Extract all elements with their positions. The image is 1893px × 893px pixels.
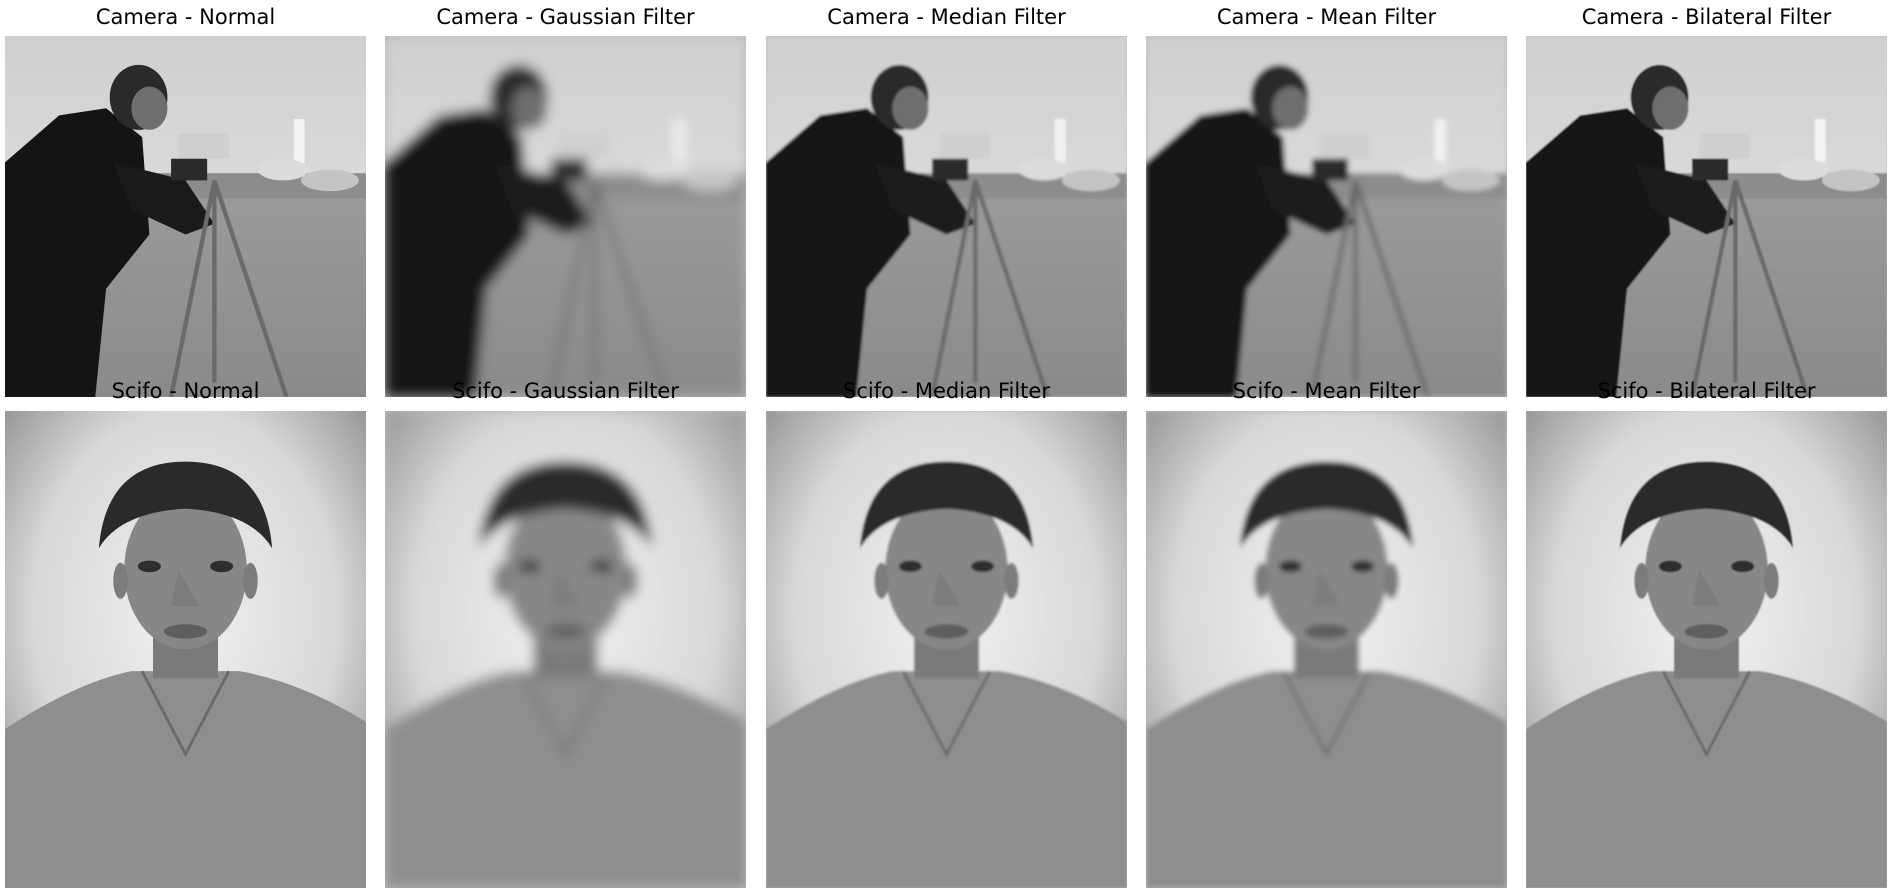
- camera-bilateral-image: [1526, 36, 1887, 397]
- panel-title: Scifo - Bilateral Filter: [1597, 379, 1816, 403]
- camera-mean-image: [1146, 36, 1507, 397]
- portrait-normal-image: [5, 411, 366, 888]
- panel-title: Camera - Mean Filter: [1216, 5, 1437, 29]
- camera-median-image: [766, 36, 1127, 397]
- panel-title: Scifo - Normal: [111, 379, 260, 403]
- portrait-median-image: [766, 411, 1127, 888]
- camera-normal-image: [5, 36, 366, 397]
- portrait-mean-image: [1146, 411, 1507, 888]
- portrait-gaussian-image: [385, 411, 746, 888]
- panel-title: Scifo - Gaussian Filter: [452, 379, 679, 403]
- panel-title: Scifo - Median Filter: [843, 379, 1050, 403]
- panel-title: Scifo - Mean Filter: [1232, 379, 1421, 403]
- panel-title: Camera - Normal: [95, 5, 276, 29]
- panel-title: Camera - Gaussian Filter: [436, 5, 695, 29]
- camera-gaussian-image: [385, 36, 746, 397]
- portrait-bilateral-image: [1526, 411, 1887, 888]
- panel-title: Camera - Median Filter: [827, 5, 1066, 29]
- panel-title: Camera - Bilateral Filter: [1581, 5, 1832, 29]
